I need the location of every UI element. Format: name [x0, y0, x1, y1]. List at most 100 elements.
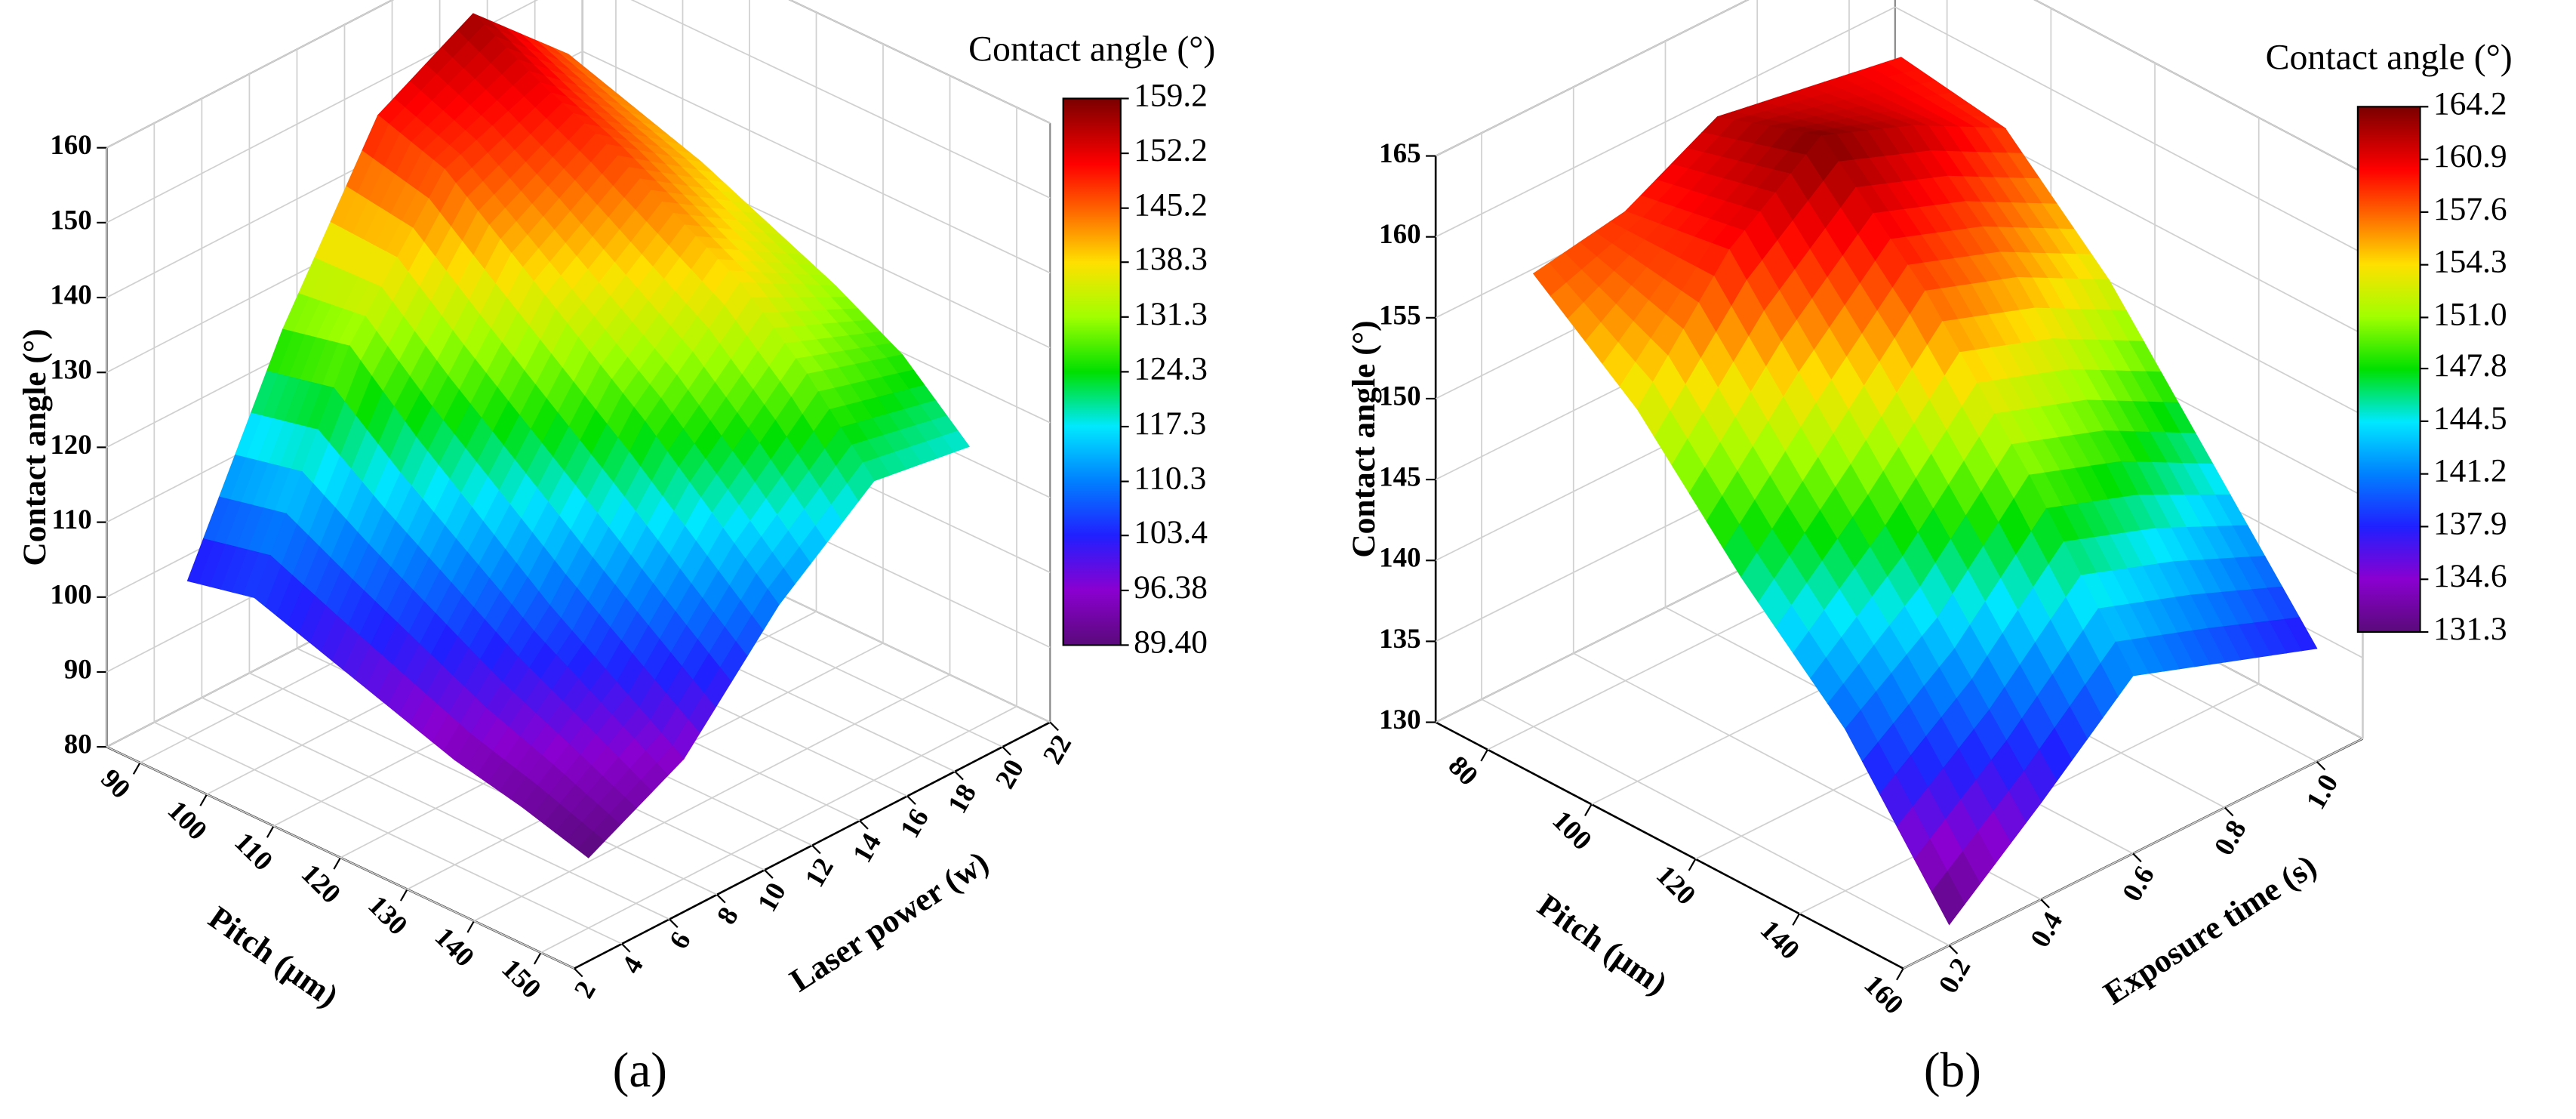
y-tick-label: 16 — [894, 803, 934, 843]
y-tick-label: 8 — [710, 902, 744, 929]
y-tick-label: 2 — [568, 976, 602, 1003]
x-tick-label: 90 — [95, 763, 137, 804]
colorbar-title: Contact angle (°) — [2266, 37, 2513, 77]
colorbar-tick-label: 117.3 — [1134, 405, 1206, 442]
colorbar — [2356, 106, 2421, 633]
y-tick-label: 0.2 — [1932, 953, 1977, 998]
y-tick-label: 22 — [1036, 729, 1077, 769]
colorbar-tick-label: 131.3 — [1134, 296, 1208, 332]
z-tick-label: 120 — [50, 429, 91, 460]
y-tick-label: 12 — [799, 852, 839, 892]
z-tick-label: 90 — [64, 653, 92, 684]
z-tick-label: 160 — [1379, 218, 1420, 249]
surface-patch — [576, 831, 605, 859]
x-tick — [1584, 803, 1593, 816]
x-axis-title: Pitch (μm) — [202, 899, 345, 1014]
colorbar-tick-label: 138.3 — [1134, 241, 1208, 277]
y-tick — [906, 795, 916, 806]
grid-line — [788, 0, 1051, 124]
x-tick — [1688, 859, 1697, 871]
surface-patch — [1931, 871, 1965, 926]
x-tick-label: 130 — [362, 889, 414, 941]
colorbar-tick-label: 159.2 — [1134, 77, 1208, 113]
colorbar-tick-label: 147.8 — [2433, 347, 2507, 384]
z-tick-label: 110 — [51, 504, 91, 535]
colorbar-tick-label: 131.3 — [2433, 611, 2507, 647]
y-tick — [1049, 721, 1059, 732]
y-tick-label: 0.6 — [2116, 861, 2160, 906]
z-tick-label: 140 — [1379, 542, 1420, 573]
z-tick-label: 135 — [1379, 623, 1420, 654]
z-tick-label: 130 — [1379, 704, 1420, 735]
y-tick-label: 10 — [751, 877, 792, 917]
grid-line — [153, 721, 623, 945]
y-tick — [859, 820, 869, 830]
y-tick-label: 0.8 — [2208, 815, 2252, 860]
y-tick — [2132, 852, 2142, 863]
panel-label: (a) — [613, 1043, 667, 1098]
z-axis-title: Contact angle (°) — [17, 328, 53, 566]
x-tick-label: 80 — [1443, 750, 1485, 791]
z-tick-label: 150 — [50, 204, 91, 235]
colorbar-tick-label: 89.40 — [1134, 624, 1208, 660]
x-tick — [1792, 913, 1800, 926]
grid-line — [202, 697, 670, 920]
x-tick — [266, 825, 275, 838]
x-tick-label: 160 — [1858, 969, 1910, 1020]
y-tick — [669, 918, 679, 929]
colorbar-tick-label: 124.3 — [1134, 350, 1208, 387]
x-tick-label: 100 — [1547, 804, 1598, 855]
y-tick-label: 0.4 — [2024, 907, 2069, 952]
axis-line — [1435, 721, 1904, 969]
y-tick — [621, 943, 631, 953]
x-tick-label: 120 — [1651, 859, 1702, 911]
x-tick — [1896, 968, 1904, 981]
x-tick — [399, 889, 408, 902]
colorbar-tick-label: 137.9 — [2433, 505, 2507, 541]
grid-line — [2033, 0, 2363, 174]
x-tick-label: 150 — [496, 953, 547, 1004]
z-tick-label: 140 — [50, 279, 91, 310]
x-tick — [333, 857, 342, 870]
y-tick — [1002, 746, 1011, 756]
colorbar — [1062, 97, 1122, 646]
y-tick — [2316, 760, 2326, 771]
x-tick-label: 140 — [429, 921, 481, 973]
x-tick-label: 110 — [229, 826, 279, 877]
x-tick-label: 100 — [162, 794, 214, 846]
grid-line — [1894, 6, 2363, 254]
z-axis-title: Contact angle (°) — [1346, 320, 1382, 557]
z-tick-label: 145 — [1379, 461, 1420, 492]
y-tick — [1948, 945, 1959, 954]
x-tick-label: 140 — [1755, 914, 1806, 965]
colorbar-tick-label: 145.2 — [1134, 187, 1208, 223]
colorbar-tick-label: 164.2 — [2433, 85, 2507, 122]
z-tick-label: 80 — [64, 729, 92, 760]
y-tick-label: 18 — [941, 778, 982, 818]
y-tick-label: 4 — [615, 951, 649, 978]
grid-line — [106, 746, 575, 969]
x-tick — [199, 794, 208, 806]
z-tick-label: 165 — [1379, 137, 1420, 168]
y-tick — [764, 869, 774, 879]
y-tick — [574, 967, 583, 978]
y-tick-label: 6 — [663, 926, 697, 954]
x-tick — [533, 952, 542, 965]
colorbar-tick-label: 141.2 — [2433, 453, 2507, 489]
y-tick-label: 1.0 — [2300, 769, 2344, 814]
y-tick — [954, 770, 964, 781]
y-tick — [811, 844, 821, 855]
colorbar-tick-label: 134.6 — [2433, 558, 2507, 594]
x-tick — [1480, 749, 1488, 762]
x-tick — [132, 762, 141, 775]
colorbar-tick-label: 154.3 — [2433, 244, 2507, 280]
x-tick-label: 120 — [296, 858, 347, 909]
y-tick-label: 14 — [846, 828, 887, 867]
colorbar-tick-label: 103.4 — [1134, 514, 1208, 550]
x-tick — [466, 920, 475, 933]
grid-line — [1481, 698, 1950, 946]
y-tick — [2040, 899, 2050, 908]
z-tick-label: 100 — [50, 578, 91, 609]
colorbar-tick-label: 152.2 — [1134, 132, 1208, 168]
